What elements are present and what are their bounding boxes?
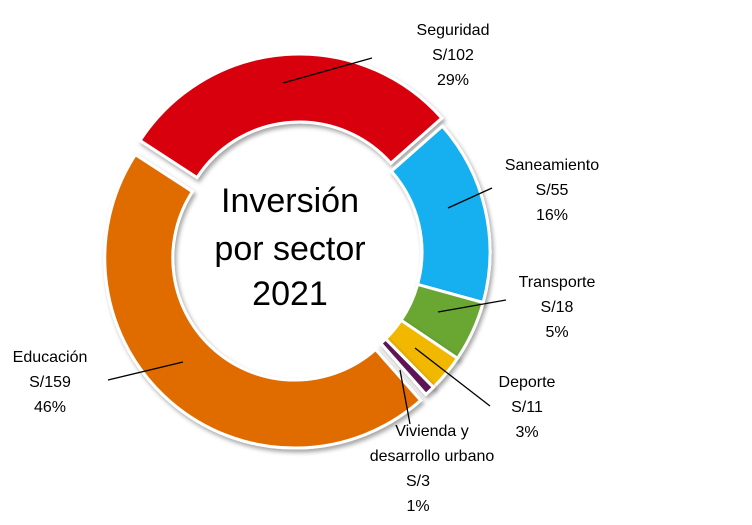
slice-vivienda	[378, 336, 436, 397]
label-value: S/159	[29, 374, 71, 391]
center-title-line-2: por sector	[214, 230, 365, 268]
label-percent: 3%	[515, 424, 538, 441]
label-value: S/102	[432, 47, 474, 64]
label-name: Transporte	[519, 274, 596, 291]
label-seguridad: Seguridad S/102 29%	[417, 22, 490, 89]
label-value: S/11	[511, 399, 543, 416]
label-percent: 16%	[536, 207, 568, 224]
label-name-line-2: desarrollo urbano	[370, 448, 495, 465]
slice-saneamiento	[389, 124, 492, 305]
slice-educacion	[103, 152, 423, 450]
label-name: Saneamiento	[505, 157, 599, 174]
label-educacion: Educación S/159 46%	[13, 349, 88, 416]
leader-line	[447, 187, 493, 209]
label-saneamiento: Saneamiento S/55 16%	[505, 157, 599, 224]
label-percent: 5%	[545, 324, 568, 341]
label-name: Deporte	[499, 374, 556, 391]
label-name: Educación	[13, 349, 88, 366]
leader-line	[399, 369, 411, 425]
leader-line	[107, 361, 184, 381]
label-name: Seguridad	[417, 22, 490, 39]
label-name-line-1: Vivienda y	[395, 423, 469, 440]
label-percent: 1%	[406, 498, 429, 515]
label-value: S/55	[536, 182, 569, 199]
leader-line	[414, 347, 491, 407]
label-value: S/3	[406, 473, 430, 490]
label-percent: 46%	[34, 399, 66, 416]
center-title-line-1: Inversión	[221, 182, 359, 220]
center-title-line-3: 2021	[252, 275, 328, 313]
slice-seguridad	[137, 52, 444, 180]
label-vivienda: Vivienda y desarrollo urbano S/3 1%	[370, 423, 495, 515]
label-percent: 29%	[437, 72, 469, 89]
label-value: S/18	[541, 299, 574, 316]
label-deporte: Deporte S/11 3%	[499, 374, 556, 441]
leader-line	[437, 299, 507, 313]
leader-line	[282, 57, 373, 84]
label-transporte: Transporte S/18 5%	[519, 274, 596, 341]
